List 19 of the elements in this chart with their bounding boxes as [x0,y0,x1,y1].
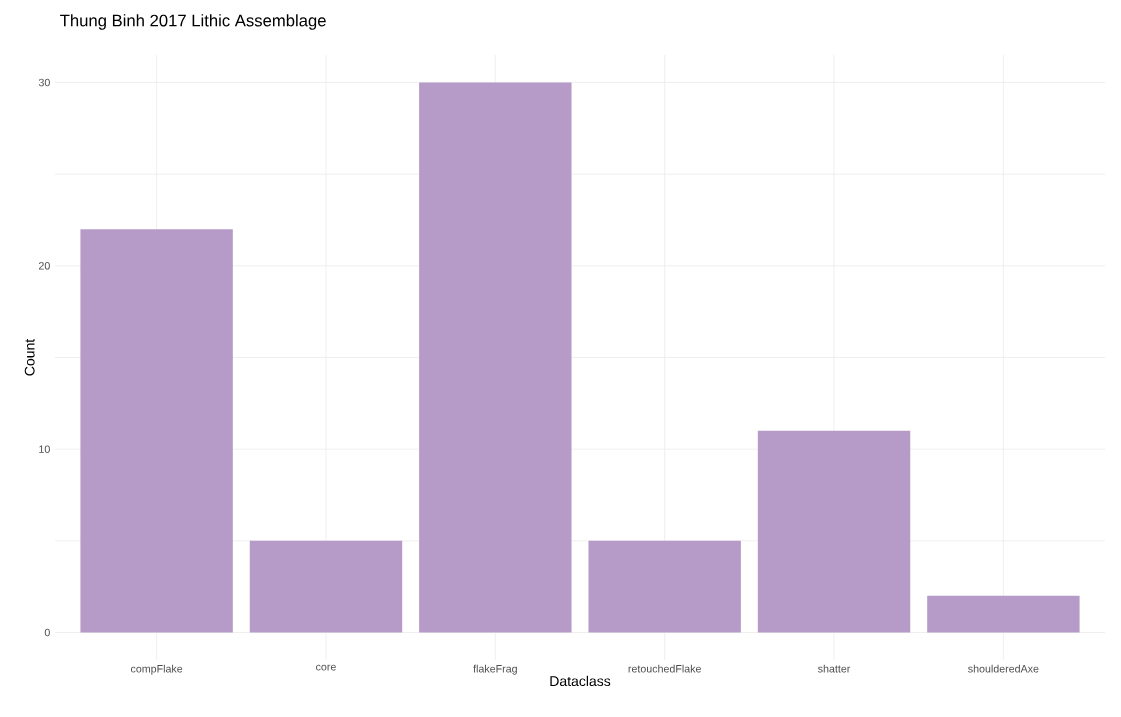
x-tick-label: core [316,664,336,671]
y-axis-title: Count [24,338,35,376]
x-tick-label: compFlake [131,664,183,675]
bar [419,82,572,633]
x-tick-label: retouchedFlake [628,664,701,673]
bar [588,540,741,633]
x-tick-label: shatter [818,664,851,673]
x-axis-title: Dataclass [550,675,611,687]
x-tick-label: flakeFrag [473,664,517,675]
y-tick-label: 0 [44,628,50,637]
bar [757,430,911,633]
y-tick-label: 20 [38,262,50,270]
bar [927,595,1080,633]
bar [249,540,403,633]
chart-title: Thung Binh 2017 Lithic Assemblage [60,14,326,30]
x-tick-label: shoulderedAxe [968,664,1039,673]
y-tick-label: 30 [38,78,50,87]
y-tick-label: 10 [39,445,50,453]
bar [80,229,233,633]
